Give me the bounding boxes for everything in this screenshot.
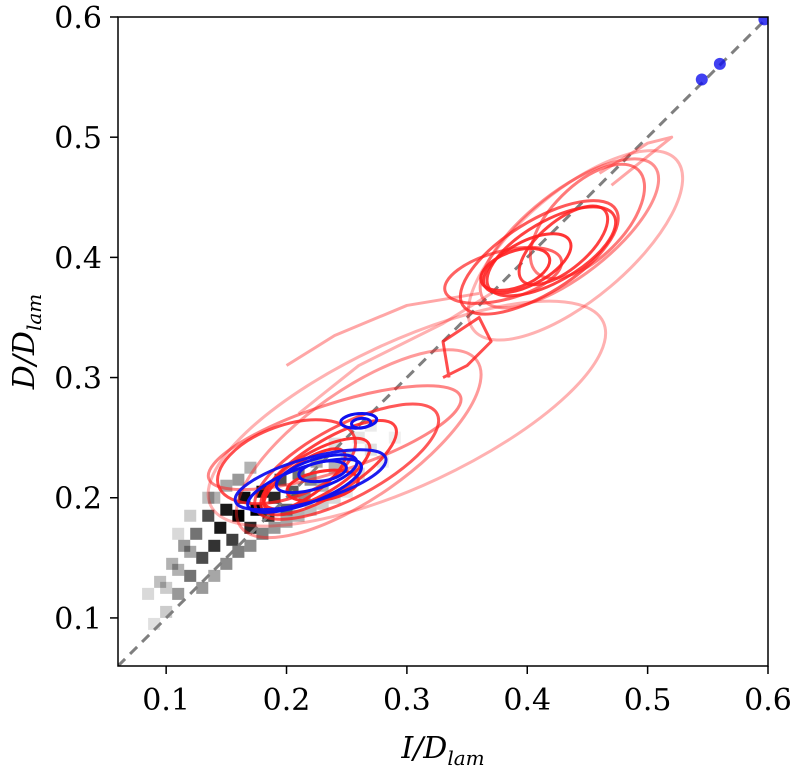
data-point [713, 57, 726, 70]
heatmap-cell [244, 539, 257, 552]
y-tick-label: 0.5 [54, 121, 102, 156]
heatmap-cell [226, 533, 239, 546]
y-tick-label: 0.6 [54, 1, 102, 36]
x-axis-label-main: I/D [400, 731, 447, 766]
heatmap-cell [184, 569, 197, 582]
contour-curve [206, 299, 608, 528]
heatmap-cell [178, 539, 191, 552]
contour-curve [297, 459, 348, 484]
heatmap-cell [256, 527, 269, 540]
plot-frame [117, 16, 769, 667]
y-axis-ticks: 0.1 0.2 0.3 0.4 0.5 0.6 [54, 1, 118, 637]
x-tick-label: 0.4 [503, 683, 551, 718]
heatmap-cell [196, 581, 209, 594]
contour-curve [458, 199, 620, 316]
y-axis-label-subscript: lam [22, 294, 46, 331]
contour-curve [466, 149, 685, 342]
contour-path [285, 291, 480, 367]
x-axis-label: I/Dlam [400, 731, 484, 770]
y-tick-label: 0.3 [54, 362, 102, 397]
x-tick-label: 0.5 [624, 683, 672, 718]
x-axis-label-subscript: lam [447, 746, 484, 770]
heatmap-cell [154, 575, 167, 588]
x-tick-label: 0.2 [263, 683, 311, 718]
contour-path [297, 292, 492, 415]
heatmap-cell [232, 545, 245, 558]
heatmap-cell [202, 491, 215, 504]
x-tick-label: 0.3 [383, 683, 431, 718]
x-tick-label: 0.6 [744, 683, 792, 718]
y-axis-label-main: D/D [7, 331, 42, 390]
contour-curve [216, 418, 357, 506]
heatmap-cell [166, 557, 179, 570]
contour-path [598, 135, 674, 187]
heatmap-cell [160, 581, 173, 594]
blue-contours [233, 17, 768, 514]
heatmap-cell [202, 509, 215, 522]
contour-curve [443, 245, 564, 305]
heatmap-cell [220, 557, 233, 570]
heatmap-cell [232, 509, 245, 522]
heatmap-cell [220, 503, 233, 516]
contour-curve [234, 348, 483, 540]
heatmap-cell [172, 587, 185, 600]
heatmap-cell [232, 473, 245, 486]
heatmap-cell [208, 491, 221, 504]
heatmap-cell [190, 527, 203, 540]
heatmap-cell [244, 461, 257, 474]
heatmap-cell [208, 569, 221, 582]
heatmap-cell [184, 509, 197, 522]
x-tick-label: 0.1 [142, 683, 190, 718]
data-point [758, 17, 768, 26]
contour-curve [246, 457, 363, 514]
heatmap-cell [208, 539, 221, 552]
heatmap-cell [172, 563, 185, 576]
contour-curve [274, 453, 359, 495]
heatmap-cell [268, 521, 281, 534]
contour-curve [517, 204, 610, 287]
y-tick-label: 0.2 [54, 482, 102, 517]
heatmap-cell [172, 527, 185, 540]
y-axis-label: D/Dlam [7, 294, 46, 391]
contour-path [441, 315, 493, 379]
red-contours [206, 135, 685, 540]
heatmap-cell [184, 545, 197, 558]
heatmap-cell [214, 521, 227, 534]
data-point [695, 73, 708, 86]
y-tick-label: 0.4 [54, 241, 102, 276]
contour-curve [350, 416, 373, 430]
contour-curve [528, 162, 647, 280]
heatmap-cell [196, 551, 209, 564]
y-tick-label: 0.1 [54, 602, 102, 637]
x-axis-ticks: 0.1 0.2 0.3 0.4 0.5 0.6 [142, 666, 792, 718]
contour-curve [478, 157, 661, 310]
heatmap-cell [142, 587, 155, 600]
density-heatmap [142, 419, 401, 630]
